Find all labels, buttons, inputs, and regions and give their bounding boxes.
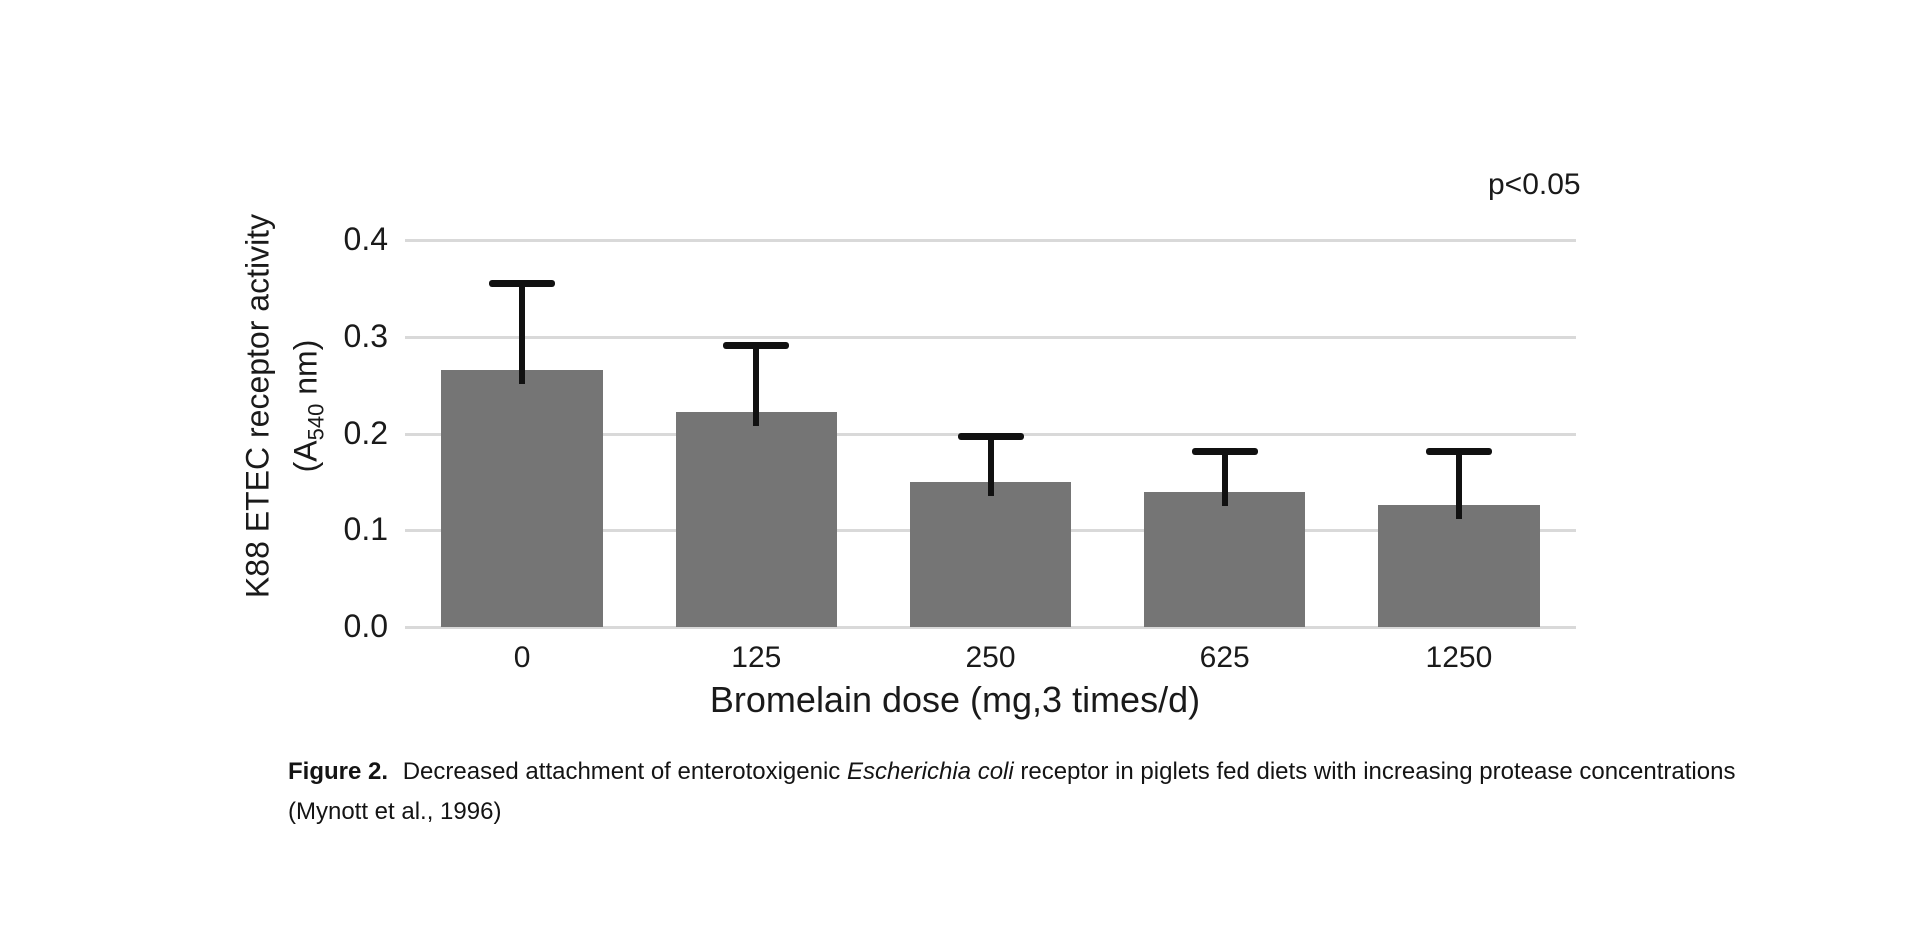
error-bar-cap-250 bbox=[957, 433, 1024, 441]
caption-text-before-italic: Decreased attachment of enterotoxigenic bbox=[396, 758, 847, 785]
error-bar-cap-625 bbox=[1191, 447, 1258, 455]
x-tick-label-125: 125 bbox=[731, 641, 782, 674]
gridline-0.4 bbox=[405, 239, 1576, 242]
x-tick-label-625: 625 bbox=[1199, 641, 1250, 674]
y-axis-title-line2-pre: (A bbox=[287, 440, 324, 473]
y-tick-label-0.4: 0.4 bbox=[343, 220, 388, 257]
p-value-annotation: p<0.05 bbox=[1488, 168, 1581, 201]
y-tick-label-0.0: 0.0 bbox=[343, 607, 388, 644]
error-bar-cap-125 bbox=[723, 342, 790, 350]
bar-0 bbox=[441, 369, 603, 627]
x-axis-title: Bromelain dose (mg,3 times/d) bbox=[709, 679, 1201, 720]
y-tick-label-0.3: 0.3 bbox=[343, 317, 388, 354]
error-bar-cap-1250 bbox=[1425, 447, 1492, 455]
bar-625 bbox=[1143, 491, 1306, 627]
plot-area: 0.0 0.1 0.2 0.3 0.4 0 125 250 625 1250 bbox=[344, 221, 1576, 674]
y-axis-title-line1: K88 ETEC receptor activity bbox=[239, 213, 276, 599]
x-tick-label-1250: 1250 bbox=[1425, 641, 1493, 674]
error-bar-cap-0 bbox=[489, 279, 556, 287]
error-bar-stem-625 bbox=[1221, 450, 1228, 506]
caption-text-after-italic: receptor in piglets fed diets with incre… bbox=[1013, 758, 1736, 785]
gridline-0.0 bbox=[405, 626, 1576, 629]
caption-line-2: (Mynott et al., 1996) bbox=[288, 798, 502, 825]
caption-figure-label: Figure 2. bbox=[288, 758, 389, 785]
error-bar-stem-250 bbox=[987, 436, 994, 496]
y-axis-title: K88 ETEC receptor activity (A540 nm) bbox=[233, 214, 340, 598]
y-axis-title-line2-post: nm) bbox=[287, 339, 324, 404]
error-bar-stem-125 bbox=[753, 345, 760, 427]
x-tick-label-250: 250 bbox=[965, 641, 1016, 674]
caption-line-1: Figure 2. Decreased attachment of entero… bbox=[288, 752, 1735, 792]
error-bar-stem-1250 bbox=[1455, 450, 1462, 520]
figure-caption: Figure 2. Decreased attachment of entero… bbox=[288, 752, 1735, 832]
y-axis-title-line2: (A540 nm) bbox=[281, 214, 340, 598]
bar-125 bbox=[675, 412, 838, 627]
gridline-0.3 bbox=[405, 336, 1576, 339]
y-tick-label-0.2: 0.2 bbox=[343, 414, 388, 451]
x-tick-label-0: 0 bbox=[513, 641, 531, 674]
caption-species-italic: Escherichia coli bbox=[846, 758, 1014, 785]
y-tick-label-0.1: 0.1 bbox=[343, 510, 388, 547]
y-axis-wavelength-subscript: 540 bbox=[303, 403, 329, 441]
bar-1250 bbox=[1378, 505, 1540, 627]
bar-250 bbox=[909, 481, 1072, 627]
error-bar-stem-0 bbox=[519, 282, 526, 384]
